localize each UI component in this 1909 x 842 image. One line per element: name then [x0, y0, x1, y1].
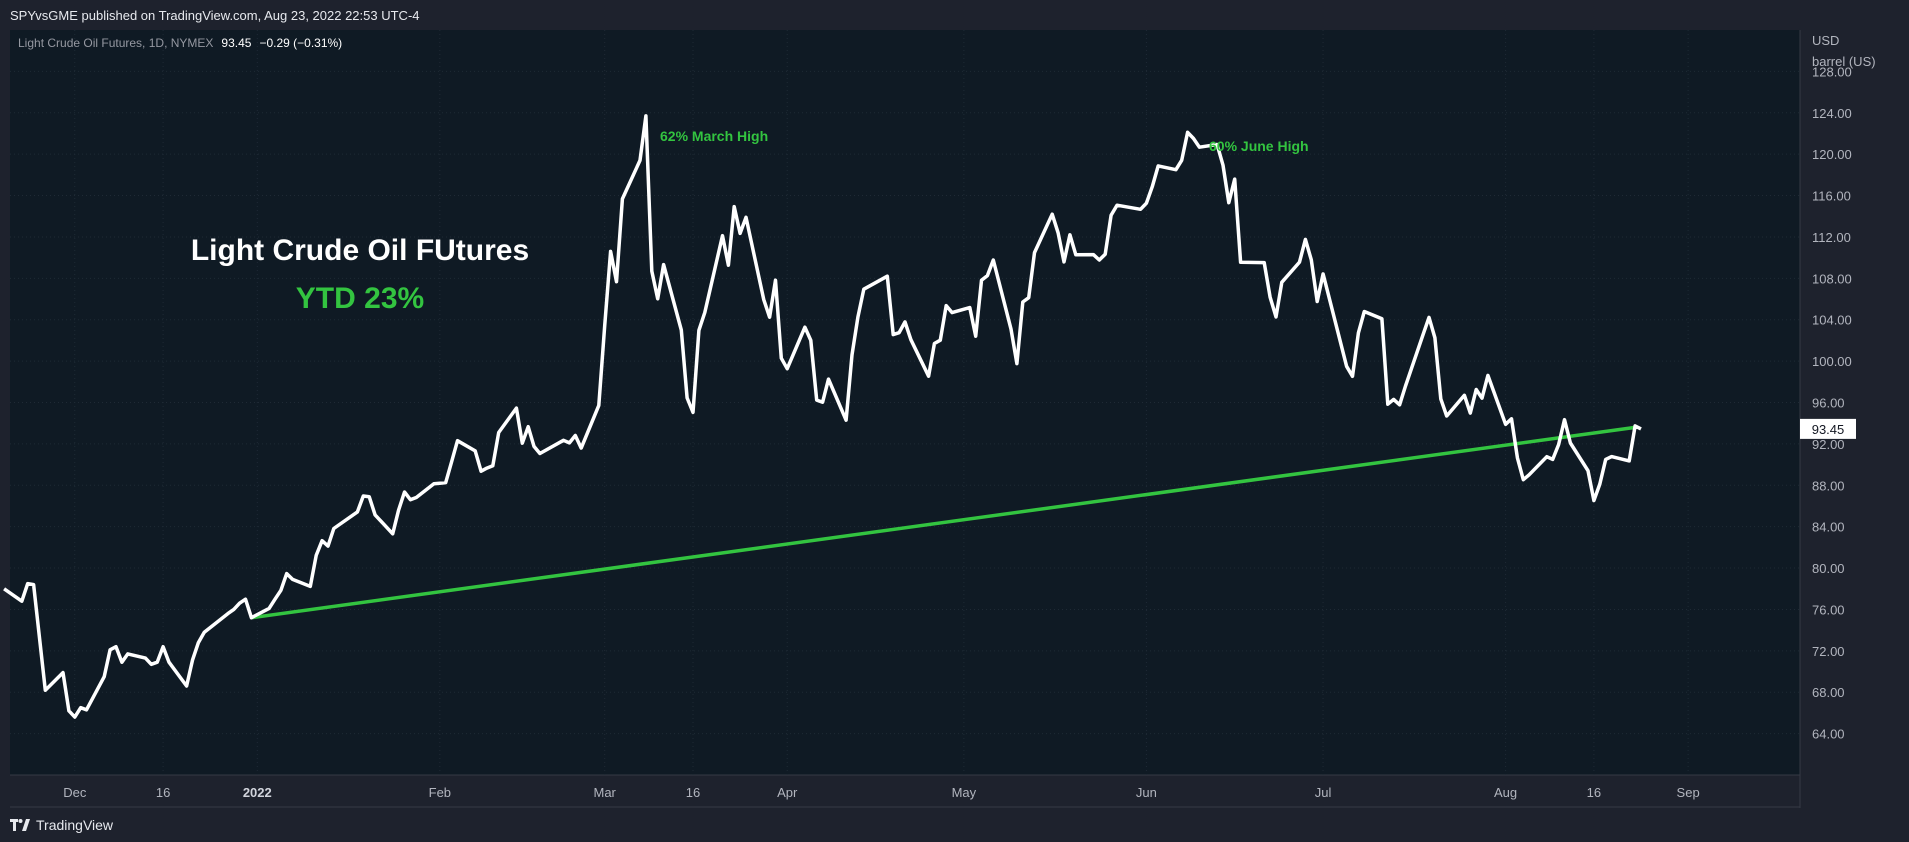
y-tick-label: 108.00 — [1812, 271, 1852, 286]
symbol-info: Light Crude Oil Futures, 1D, NYMEX 93.45−… — [18, 36, 342, 50]
price-chart[interactable]: USD barrel (US) 64.00 68.00 72.00 76.00 80.0… — [0, 0, 1909, 808]
y-tick-label: 88.00 — [1812, 478, 1845, 493]
x-tick-label: Jul — [1315, 785, 1332, 800]
symbol-change: −0.29 (−0.31%) — [259, 36, 342, 50]
y-tick-label: 68.00 — [1812, 685, 1845, 700]
plot-background — [10, 30, 1800, 775]
y-tick-label: 100.00 — [1812, 354, 1852, 369]
svg-text:Light Crude Oil Futures, 1D, N: Light Crude Oil Futures, 1D, NYMEX 93.45−… — [18, 36, 342, 50]
symbol-name: Light Crude Oil Futures, 1D, NYMEX — [18, 36, 213, 50]
y-tick-label: 72.00 — [1812, 644, 1845, 659]
trend-line[interactable] — [251, 425, 1636, 620]
june-high-annotation: 60% June High — [1209, 138, 1309, 154]
x-tick-label: Sep — [1677, 785, 1700, 800]
x-tick-label: May — [952, 785, 977, 800]
last-price-label: 93.45 — [1812, 422, 1845, 437]
y-unit-line1: USD — [1812, 33, 1839, 48]
y-tick-label: 92.00 — [1812, 437, 1845, 452]
footer-brand: TradingView — [36, 817, 114, 833]
y-tick-label: 116.00 — [1812, 189, 1851, 204]
x-tick-label: 2022 — [243, 785, 272, 800]
y-tick-label: 64.00 — [1812, 727, 1845, 742]
last-price-marker: 93.45 — [1800, 418, 1856, 439]
x-tick-label: Feb — [429, 785, 451, 800]
x-tick-label: Aug — [1494, 785, 1517, 800]
publisher-header: SPYvsGME published on TradingView.com, A… — [0, 0, 1909, 30]
x-tick-label: 16 — [156, 785, 170, 800]
y-axis: USD barrel (US) 64.00 68.00 72.00 76.00 80.0… — [1812, 33, 1876, 742]
y-tick-label: 124.00 — [1812, 106, 1852, 121]
published-text: SPYvsGME published on TradingView.com, A… — [10, 8, 420, 23]
symbol-price: 93.45 — [221, 36, 251, 50]
chart-annotation-title: Light Crude Oil FUtures — [191, 234, 529, 267]
x-tick-label: Mar — [594, 785, 617, 800]
x-tick-label: 16 — [686, 785, 700, 800]
y-tick-label: 80.00 — [1812, 561, 1845, 576]
march-high-annotation: 62% March High — [660, 128, 768, 144]
tradingview-logo[interactable]: TradingView — [10, 817, 113, 833]
x-axis: Dec 16 2022 Feb Mar 16 Apr May Jun Jul Aug 16 Sep — [63, 785, 1699, 800]
y-tick-label: 128.00 — [1812, 64, 1852, 79]
y-tick-label: 104.00 — [1812, 313, 1852, 328]
y-tick-label: 76.00 — [1812, 602, 1845, 617]
y-tick-label: 96.00 — [1812, 396, 1845, 411]
y-unit-line2: barrel (US) — [1812, 54, 1876, 69]
footer: TradingView — [0, 808, 1909, 842]
x-tick-label: Dec — [63, 785, 87, 800]
x-tick-label: Jun — [1136, 785, 1157, 800]
y-tick-label: 120.00 — [1812, 147, 1852, 162]
x-tick-label: Apr — [777, 785, 798, 800]
y-tick-label: 112.00 — [1812, 230, 1851, 245]
chart-annotation-ytd: YTD 23% — [296, 282, 424, 315]
price-series-line[interactable] — [3, 114, 1642, 719]
x-tick-label: 16 — [1587, 785, 1601, 800]
tradingview-logo-icon — [10, 819, 30, 831]
y-tick-label: 84.00 — [1812, 520, 1845, 535]
